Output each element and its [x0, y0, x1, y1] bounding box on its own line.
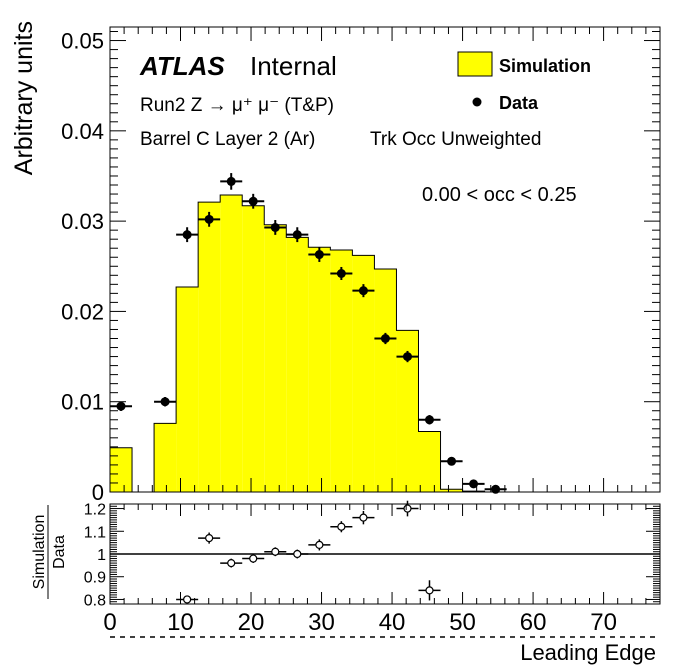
ratio-point	[293, 549, 302, 559]
x-tick-label: 20	[238, 609, 265, 636]
region-label: Barrel C Layer 2 (Ar)	[140, 129, 315, 150]
x-tick-label: 0	[103, 609, 116, 636]
data-point	[248, 196, 258, 206]
ratio-points	[176, 500, 441, 604]
ratio-point	[403, 504, 412, 513]
x-tick-label: 30	[308, 609, 335, 636]
data-point	[380, 334, 390, 344]
simulation-bin	[286, 237, 309, 492]
x-tick-label: 60	[520, 609, 547, 636]
ratio-point	[315, 540, 324, 550]
simulation-bin	[330, 250, 353, 492]
ratio-y-ticks: 0.8 0.9 1 1.1 1.2	[84, 502, 660, 609]
occupancy-label: 0.00 < occ < 0.25	[422, 184, 577, 206]
ratio-x-tick-labels: 0 10 20 30 40 50 60 70	[103, 609, 617, 636]
simulation-bin	[176, 287, 199, 492]
main-y-ticks: 0 0.01 0.02 0.03 0.04 0.05	[61, 29, 660, 505]
data-point	[160, 397, 170, 407]
simulation-outline	[109, 194, 507, 493]
data-point	[358, 286, 368, 296]
simulation-histogram	[109, 194, 507, 493]
ratio-point	[205, 533, 214, 543]
legend: Simulation Data	[457, 51, 591, 113]
ratio-y-tick-label: 1	[97, 547, 106, 564]
data-point	[270, 222, 280, 232]
legend-data-marker	[472, 97, 482, 107]
data-point	[292, 230, 302, 240]
x-tick-label: 70	[590, 609, 617, 636]
ratio-y-tick-label: 0.8	[84, 592, 106, 609]
simulation-bin	[396, 330, 419, 492]
main-y-tick-label: 0.04	[61, 119, 104, 144]
ratio-point	[337, 522, 346, 531]
data-point	[469, 479, 479, 489]
y-axis-title: Arbitrary units	[10, 21, 38, 175]
ratio-point	[425, 586, 434, 595]
simulation-bin	[374, 268, 397, 492]
x-tick-label: 40	[379, 609, 406, 636]
ratio-y-tick-label: 1.2	[84, 502, 106, 519]
process-label: Run2 Z → μ⁺ μ⁻ (T&P)	[140, 95, 334, 116]
ratio-y-title-numerator: Simulation	[31, 515, 48, 590]
data-point	[402, 352, 412, 362]
main-y-tick-label: 0	[92, 480, 104, 505]
x-tick-label: 50	[449, 609, 476, 636]
main-pad: 0 0.01 0.02 0.03 0.04 0.05 Arbitrary units AT…	[10, 21, 661, 505]
main-y-tick-label: 0.05	[61, 29, 104, 54]
main-y-tick-label: 0.01	[61, 390, 104, 415]
legend-simulation-label: Simulation	[499, 56, 591, 76]
ratio-point	[183, 595, 192, 604]
legend-data-label: Data	[499, 93, 539, 113]
ratio-point	[271, 547, 280, 556]
ratio-y-tick-label: 1.1	[84, 524, 106, 541]
data-point	[314, 250, 324, 260]
data-points	[109, 173, 507, 494]
simulation-bin	[110, 447, 133, 492]
simulation-bin	[264, 224, 287, 493]
x-axis-title: Leading Edge	[520, 640, 656, 665]
main-plot-border	[109, 26, 661, 493]
data-point	[424, 415, 434, 425]
simulation-bin	[352, 255, 375, 492]
simulation-bin	[242, 205, 265, 492]
legend-simulation-swatch	[457, 51, 493, 77]
data-point	[204, 214, 214, 224]
atlas-status-label: Internal	[250, 51, 337, 81]
ratio-point	[359, 513, 368, 522]
ratio-point	[249, 554, 258, 563]
main-y-tick-label: 0.03	[61, 209, 104, 234]
simulation-bin	[198, 202, 221, 493]
weight-label: Trk Occ Unweighted	[370, 129, 541, 150]
data-point	[447, 456, 457, 466]
data-point	[336, 268, 346, 278]
main-y-tick-label: 0.02	[61, 299, 104, 324]
simulation-bin	[154, 423, 177, 492]
simulation-bin	[418, 431, 441, 492]
ratio-y-tick-label: 0.9	[84, 570, 106, 587]
data-point	[116, 401, 126, 411]
data-point	[182, 230, 192, 240]
data-point	[226, 176, 236, 186]
ratio-y-title-denominator: Data	[51, 535, 68, 569]
simulation-bin	[440, 489, 463, 492]
ratio-point	[227, 558, 236, 568]
ratio-pad: 0.8 0.9 1 1.1 1.2 0 10 20 30 40 50 60 70 Simulation…	[31, 500, 661, 665]
simulation-bin	[308, 247, 331, 492]
atlas-label: ATLAS	[139, 51, 225, 81]
x-tick-label: 10	[167, 609, 194, 636]
simulation-bin	[220, 194, 243, 492]
